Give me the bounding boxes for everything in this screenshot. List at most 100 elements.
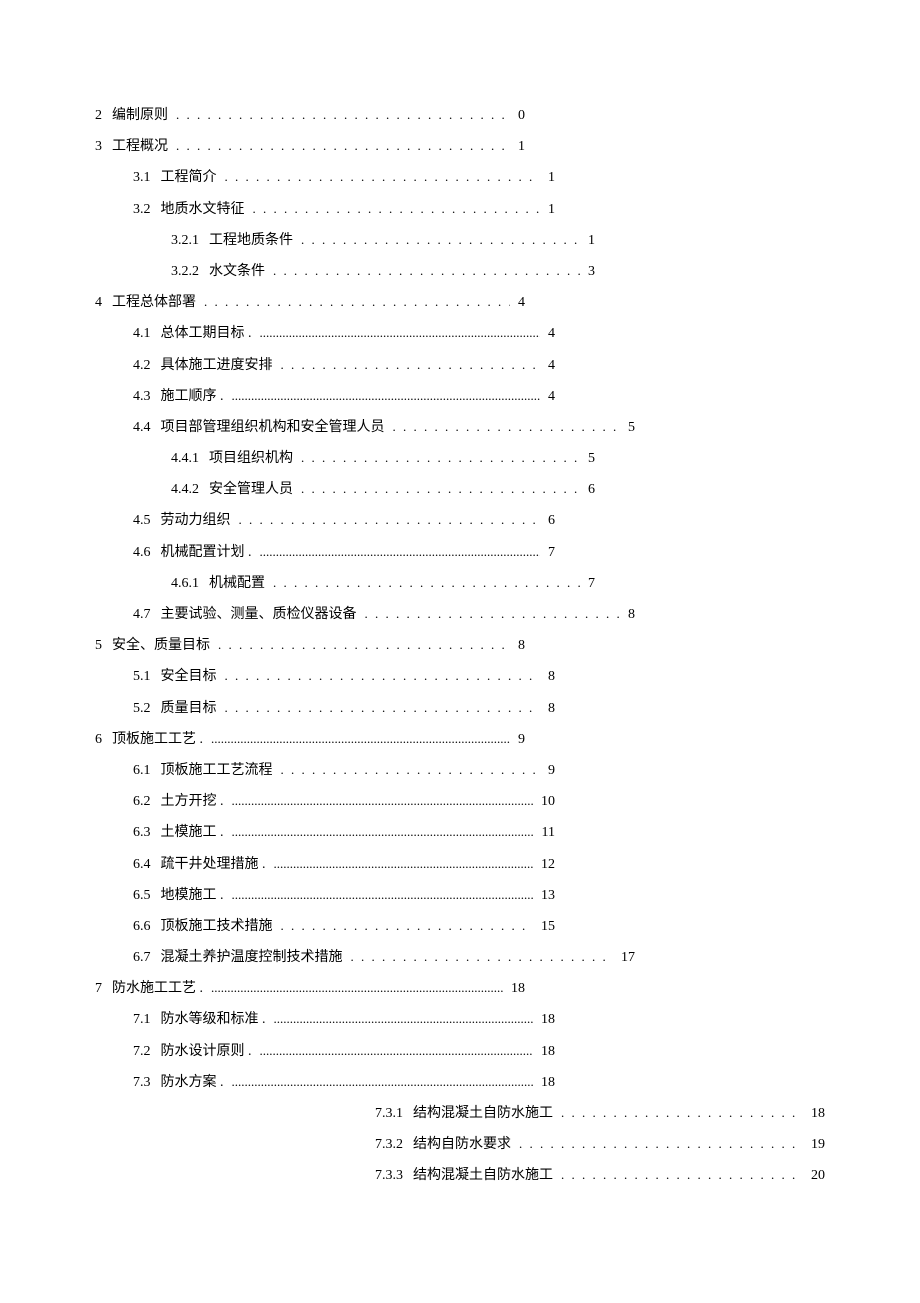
toc-title: 土方开挖 . — [161, 795, 224, 809]
toc-leader: . . . . . . . . . . . . . . . . . . . . … — [176, 139, 510, 152]
toc-title: 防水设计原则 . — [161, 1045, 252, 1059]
toc-leader: . . . . . . . . . . . . . . . . . . . . … — [281, 919, 534, 932]
toc-page: 9 — [548, 764, 555, 778]
toc-number: 2 — [95, 109, 102, 123]
toc-title: 防水施工工艺 . — [112, 982, 203, 996]
toc-page: 11 — [542, 826, 555, 840]
toc-title: 顶板施工工艺流程 — [161, 764, 273, 778]
toc-number: 7.3 — [133, 1076, 151, 1090]
toc-title: 结构混凝土自防水施工 — [413, 1169, 553, 1183]
toc-title: 安全管理人员 — [209, 483, 293, 497]
toc-page: 19 — [811, 1138, 825, 1152]
toc-number: 6.7 — [133, 951, 151, 965]
toc-title: 地质水文特征 — [161, 203, 245, 217]
toc-entry: 4.4 项目部管理组织机构和安全管理人员 . . . . . . . . . . .… — [95, 420, 635, 435]
toc-entry: 7.1防水等级和标准 .............................… — [95, 1012, 555, 1027]
toc-entry: 4.4.2安全管理人员. . . . . . . . . . . . . . .… — [95, 482, 595, 497]
toc-title: 主要试验、测量、质检仪器设备 — [161, 608, 357, 622]
toc-number: 6.2 — [133, 795, 151, 809]
toc-page: 8 — [548, 702, 555, 716]
toc-number: 4.7 — [133, 608, 151, 622]
toc-entry: 6顶板施工工艺 ................................… — [95, 732, 525, 747]
toc-page: 7 — [588, 577, 595, 591]
toc-number: 7.1 — [133, 1013, 151, 1027]
toc-title: 结构混凝土自防水施工 — [413, 1107, 553, 1121]
toc-entry: 5安全、质量目标. . . . . . . . . . . . . . . . … — [95, 638, 525, 653]
toc-page: 1 — [548, 171, 555, 185]
toc-leader: ........................................… — [232, 389, 541, 402]
toc-number: 3.1 — [133, 171, 151, 185]
toc-entry: 3.2地质水文特征. . . . . . . . . . . . . . . .… — [95, 202, 555, 217]
toc-number: 7.3.3 — [375, 1169, 403, 1183]
toc-number: 6 — [95, 733, 102, 747]
toc-leader: . . . . . . . . . . . . . . . . . . . . … — [273, 264, 580, 277]
toc-entry: 4 工程总体部署 . . . . . . . . . . . . . . . . .… — [95, 295, 525, 310]
toc-leader: . . . . . . . . . . . . . . . . . . . . … — [393, 420, 621, 433]
toc-leader: . . . . . . . . . . . . . . . . . . . . … — [176, 108, 510, 121]
toc-entry: 4.6机械配置计划 ..............................… — [95, 545, 555, 560]
toc-number: 3.2 — [133, 203, 151, 217]
toc-page: 1 — [548, 203, 555, 217]
toc-entry: 2编制原则. . . . . . . . . . . . . . . . . .… — [95, 108, 525, 123]
toc-leader: . . . . . . . . . . . . . . . . . . . . … — [225, 170, 541, 183]
toc-leader: . . . . . . . . . . . . . . . . . . . . … — [225, 669, 541, 682]
toc-leader: ........................................… — [260, 1044, 534, 1057]
toc-page: 6 — [588, 483, 595, 497]
toc-entry: 3.1工程简介. . . . . . . . . . . . . . . . .… — [95, 170, 555, 185]
toc-entry: 3.2.1工程地质条件. . . . . . . . . . . . . . .… — [95, 233, 595, 248]
toc-title: 结构自防水要求 — [413, 1138, 511, 1152]
toc-page: 18 — [811, 1107, 825, 1121]
toc-leader: . . . . . . . . . . . . . . . . . . . . … — [204, 295, 510, 308]
toc-title: 安全目标 — [161, 670, 217, 684]
toc-leader: . . . . . . . . . . . . . . . . . . . . … — [273, 576, 580, 589]
toc-leader: ........................................… — [232, 794, 534, 807]
toc-number: 5.2 — [133, 702, 151, 716]
toc-page: 15 — [541, 920, 555, 934]
toc-number: 7.3.1 — [375, 1107, 403, 1121]
toc-leader: . . . . . . . . . . . . . . . . . . . . … — [239, 513, 541, 526]
table-of-contents: 2编制原则. . . . . . . . . . . . . . . . . .… — [95, 108, 825, 1183]
toc-page: 18 — [541, 1076, 555, 1090]
toc-title: 土模施工 . — [161, 826, 224, 840]
toc-title: 工程总体部署 — [112, 296, 196, 310]
toc-page: 4 — [518, 296, 525, 310]
toc-page: 13 — [541, 889, 555, 903]
toc-entry: 3工程概况. . . . . . . . . . . . . . . . . .… — [95, 139, 525, 154]
toc-number: 5 — [95, 639, 102, 653]
toc-number: 4.2 — [133, 359, 151, 373]
toc-page: 4 — [548, 327, 555, 341]
toc-page: 4 — [548, 359, 555, 373]
toc-page: 18 — [541, 1013, 555, 1027]
toc-title: 项目组织机构 — [209, 452, 293, 466]
toc-leader: ........................................… — [260, 545, 541, 558]
toc-number: 5.1 — [133, 670, 151, 684]
toc-entry: 7.3.1结构混凝土自防水施工. . . . . . . . . . . . .… — [95, 1106, 825, 1121]
toc-title: 工程概况 — [112, 140, 168, 154]
toc-entry: 7.3.3 结构混凝土自防水施工 . . . . . . . . . . . . .… — [95, 1168, 825, 1183]
toc-number: 6.4 — [133, 858, 151, 872]
toc-entry: 6.6顶板施工技术措施. . . . . . . . . . . . . . .… — [95, 919, 555, 934]
toc-number: 4.3 — [133, 390, 151, 404]
toc-title: 顶板施工技术措施 — [161, 920, 273, 934]
toc-number: 7 — [95, 982, 102, 996]
toc-number: 4.4.1 — [171, 452, 199, 466]
toc-number: 4.4 — [133, 421, 151, 435]
toc-entry: 6.3土模施工 ................................… — [95, 825, 555, 840]
toc-page: 18 — [511, 982, 525, 996]
toc-entry: 3.2.2水文条件. . . . . . . . . . . . . . . .… — [95, 264, 595, 279]
toc-number: 6.5 — [133, 889, 151, 903]
toc-title: 混凝土养护温度控制技术措施 — [161, 951, 343, 965]
toc-title: 疏干井处理措施 . — [161, 858, 266, 872]
toc-page: 6 — [548, 514, 555, 528]
toc-title: 项目部管理组织机构和安全管理人员 — [161, 421, 385, 435]
toc-leader: ........................................… — [274, 857, 534, 870]
toc-page: 12 — [541, 858, 555, 872]
toc-entry: 4.2具体施工进度安排. . . . . . . . . . . . . . .… — [95, 358, 555, 373]
toc-number: 4.6.1 — [171, 577, 199, 591]
toc-leader: ........................................… — [232, 825, 534, 838]
toc-entry: 7防水施工工艺 ................................… — [95, 981, 525, 996]
toc-leader: . . . . . . . . . . . . . . . . . . . . … — [301, 482, 580, 495]
toc-title: 质量目标 — [161, 702, 217, 716]
toc-entry: 5.2质量目标. . . . . . . . . . . . . . . . .… — [95, 701, 555, 716]
toc-leader: . . . . . . . . . . . . . . . . . . . . … — [561, 1168, 803, 1181]
